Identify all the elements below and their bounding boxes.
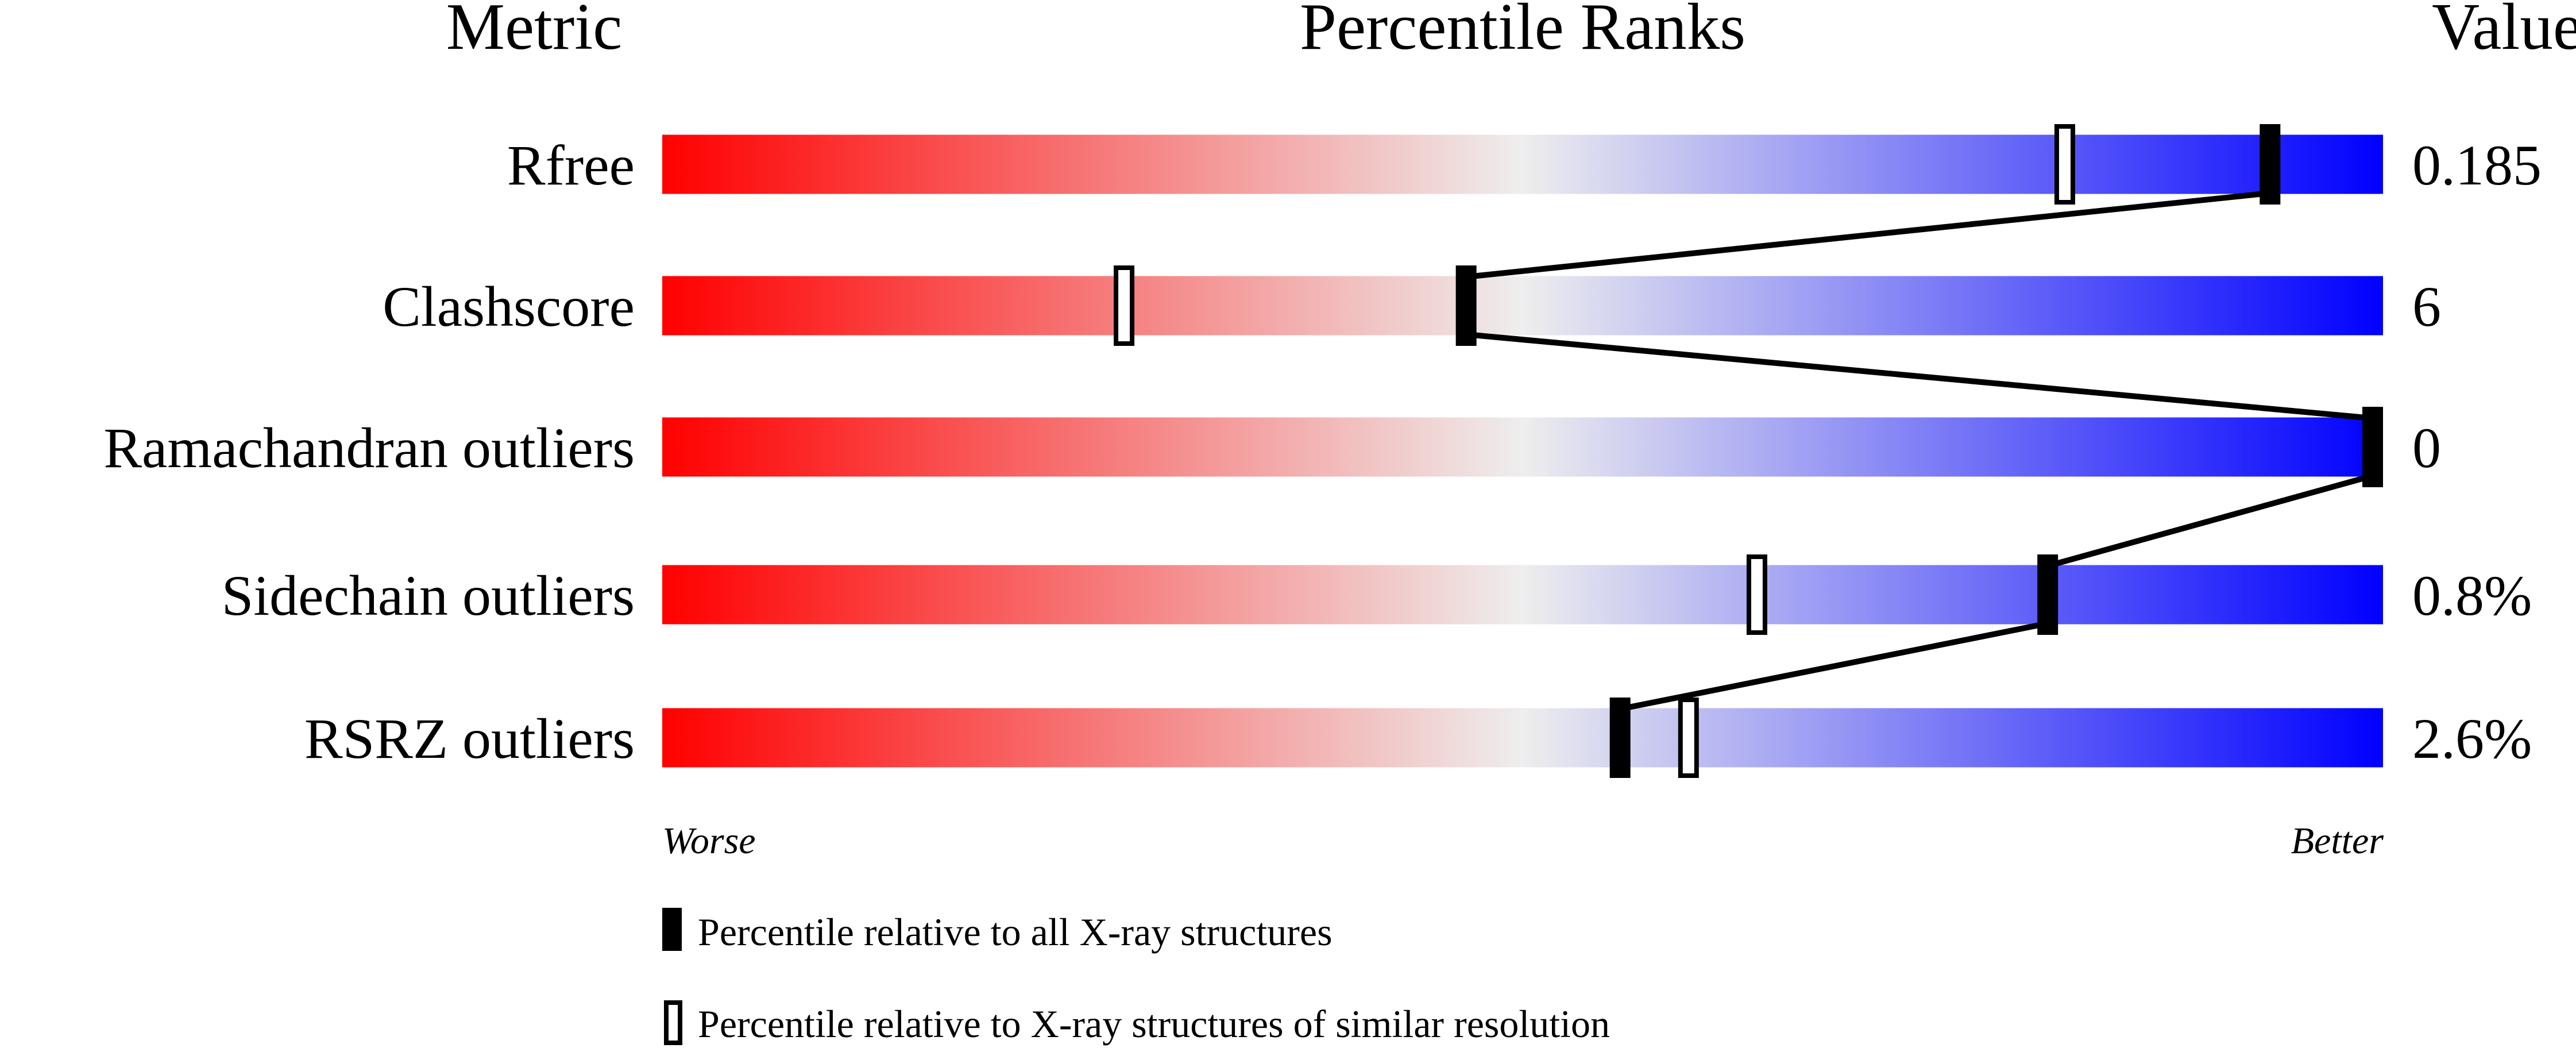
metric-value: 0	[2412, 416, 2441, 480]
legend-open-marker	[664, 1000, 682, 1045]
all-structures-marker	[1455, 265, 1477, 346]
legend-similar: Percentile relative to X-ray structures …	[698, 1002, 1610, 1046]
metric-label: Clashscore	[383, 275, 635, 338]
metric-label: Ramachandran outliers	[103, 416, 635, 480]
percentile-bar	[662, 417, 2383, 477]
connector-line	[1466, 332, 2373, 421]
all-structures-marker	[1609, 698, 1631, 778]
legend-all: Percentile relative to all X-ray structu…	[698, 910, 1333, 954]
all-structures-marker	[2362, 407, 2383, 487]
metric-value: 0.185	[2412, 133, 2542, 197]
similar-resolution-marker	[1678, 698, 1699, 778]
metric-label: RSRZ outliers	[304, 707, 635, 770]
metric-label: Sidechain outliers	[222, 564, 635, 627]
metric-value: 6	[2412, 275, 2441, 338]
worse-label: Worse	[662, 820, 756, 862]
connector-line	[1466, 190, 2270, 280]
percentile-bar	[662, 565, 2383, 625]
header-percentile-ranks: Percentile Ranks	[1300, 0, 1745, 63]
percentile-bar	[662, 134, 2383, 194]
similar-resolution-marker	[2054, 124, 2075, 205]
connector-line	[1619, 621, 2049, 712]
all-structures-marker	[2037, 554, 2059, 635]
header-value: Value	[2432, 0, 2576, 63]
better-label: Better	[2291, 820, 2384, 862]
similar-resolution-marker	[1114, 265, 1135, 346]
percentile-bar	[662, 276, 2383, 336]
legend-filled-marker	[662, 908, 682, 951]
metric-value: 2.6%	[2412, 707, 2532, 770]
percentile-bar	[662, 708, 2383, 768]
metric-value: 0.8%	[2412, 564, 2532, 627]
similar-resolution-marker	[1746, 554, 1767, 635]
connector-line	[2046, 473, 2374, 569]
metric-label: Rfree	[507, 133, 635, 197]
all-structures-marker	[2260, 124, 2281, 205]
header-metric: Metric	[446, 0, 623, 63]
